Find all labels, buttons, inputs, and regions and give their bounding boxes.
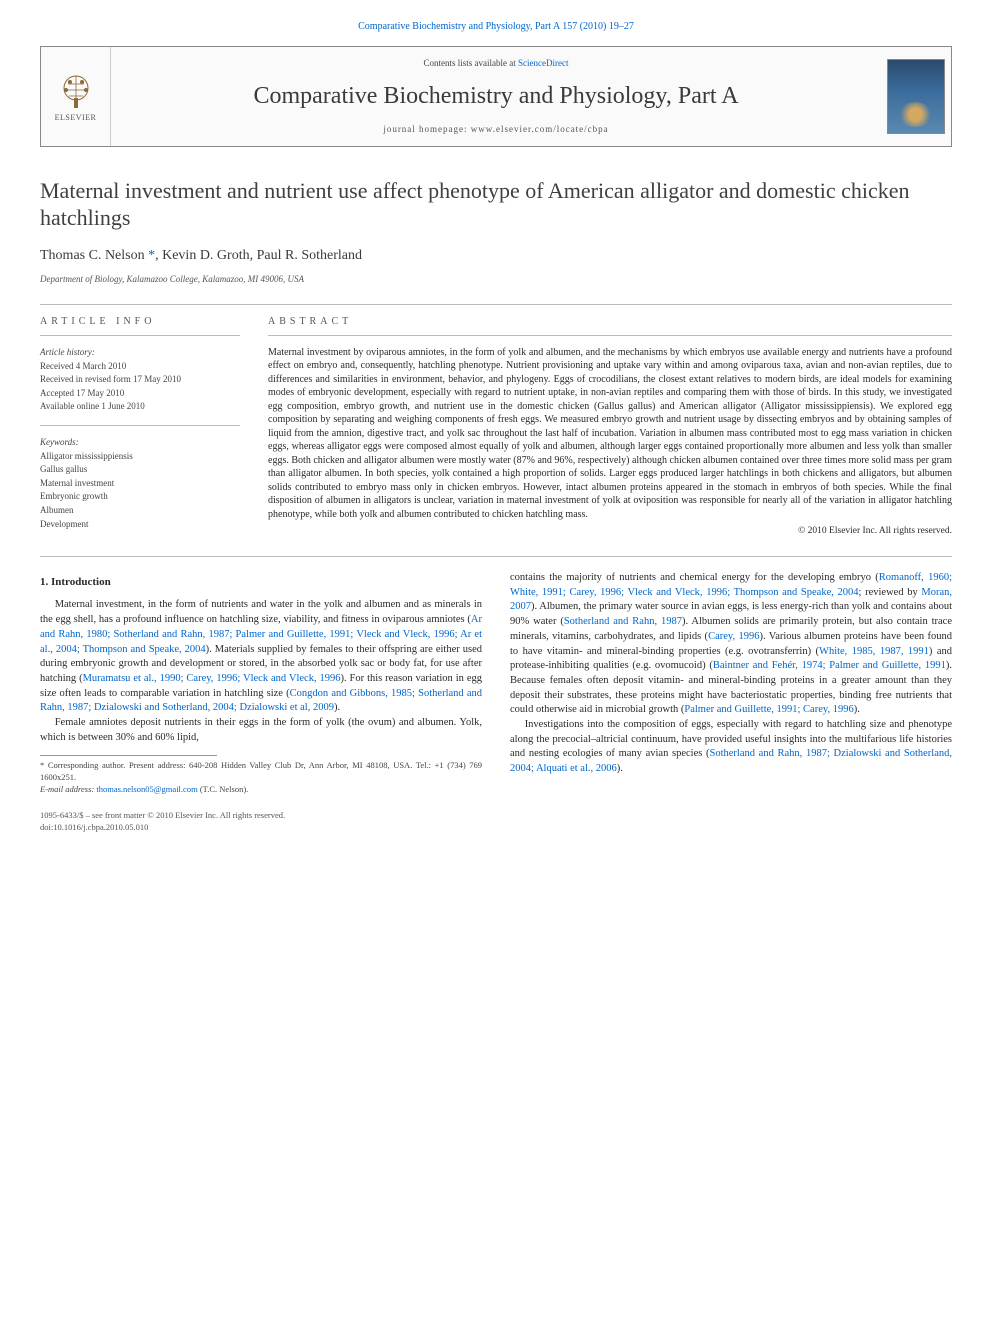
abstract-copyright: © 2010 Elsevier Inc. All rights reserved… (268, 525, 952, 538)
abstract-column: ABSTRACT Maternal investment by oviparou… (268, 315, 952, 542)
body-text: ). (334, 702, 340, 713)
citation-link[interactable]: Sotherland and Rahn, 1987 (564, 616, 682, 627)
section-1-heading: 1. Introduction (40, 575, 482, 590)
citation-link[interactable]: Baintner and Fehér, 1974; Palmer and Gui… (713, 660, 946, 671)
journal-homepage-line: journal homepage: www.elsevier.com/locat… (131, 123, 861, 136)
body-paragraph: Female amniotes deposit nutrients in the… (40, 716, 482, 745)
keyword-item: Embryonic growth (40, 490, 240, 503)
sciencedirect-link[interactable]: ScienceDirect (518, 58, 568, 68)
journal-reference-top: Comparative Biochemistry and Physiology,… (40, 20, 952, 34)
contents-available-line: Contents lists available at ScienceDirec… (131, 57, 861, 70)
body-paragraph: Investigations into the composition of e… (510, 718, 952, 777)
article-info-heading: ARTICLE INFO (40, 315, 240, 329)
history-received: Received 4 March 2010 (40, 360, 240, 373)
body-text: Maternal investment, in the form of nutr… (40, 599, 482, 625)
keyword-item: Maternal investment (40, 477, 240, 490)
footnote-rule (40, 755, 217, 756)
article-history-block: Article history: Received 4 March 2010 R… (40, 346, 240, 413)
citation-link[interactable]: Carey, 1996 (708, 631, 759, 642)
keyword-item: Alligator mississippiensis (40, 450, 240, 463)
article-info-column: ARTICLE INFO Article history: Received 4… (40, 315, 240, 542)
elsevier-tree-icon (56, 70, 96, 110)
author-affiliation: Department of Biology, Kalamazoo College… (40, 273, 952, 286)
email-footnote: E-mail address: thomas.nelson05@gmail.co… (40, 784, 482, 796)
citation-link[interactable]: Muramatsu et al., 1990; Carey, 1996; Vle… (83, 673, 341, 684)
divider-rule (40, 335, 240, 336)
keyword-item: Albumen (40, 504, 240, 517)
homepage-prefix: journal homepage: (383, 124, 470, 134)
body-text: contains the majority of nutrients and c… (510, 572, 879, 583)
history-online: Available online 1 June 2010 (40, 400, 240, 413)
keywords-block: Keywords: Alligator mississippiensis Gal… (40, 436, 240, 530)
doi-line: doi:10.1016/j.cbpa.2010.05.010 (40, 822, 952, 834)
citation-link[interactable]: White, 1985, 1987, 1991 (819, 646, 929, 657)
body-paragraph: Maternal investment, in the form of nutr… (40, 598, 482, 716)
page-footer-meta: 1095-6433/$ – see front matter © 2010 El… (40, 810, 952, 834)
citation-link[interactable]: Palmer and Guillette, 1991; Carey, 1996 (684, 704, 853, 715)
body-paragraph: contains the majority of nutrients and c… (510, 571, 952, 718)
cover-image-icon (887, 59, 945, 134)
history-revised: Received in revised form 17 May 2010 (40, 373, 240, 386)
keyword-item: Development (40, 518, 240, 531)
issn-copyright-line: 1095-6433/$ – see front matter © 2010 El… (40, 810, 952, 822)
author-email-link[interactable]: thomas.nelson05@gmail.com (96, 784, 197, 794)
abstract-text: Maternal investment by oviparous amniote… (268, 346, 952, 522)
journal-header-box: ELSEVIER Contents lists available at Sci… (40, 46, 952, 147)
info-abstract-row: ARTICLE INFO Article history: Received 4… (40, 315, 952, 542)
publisher-name: ELSEVIER (55, 112, 97, 123)
article-title: Maternal investment and nutrient use aff… (40, 177, 952, 232)
journal-title: Comparative Biochemistry and Physiology,… (131, 80, 861, 114)
email-label: E-mail address: (40, 784, 96, 794)
divider-rule (268, 335, 952, 336)
body-two-column: 1. Introduction Maternal investment, in … (40, 571, 952, 796)
contents-prefix: Contents lists available at (424, 58, 518, 68)
body-text: ). (854, 704, 860, 715)
keyword-item: Gallus gallus (40, 463, 240, 476)
body-text: ). (617, 763, 623, 774)
body-text: Female amniotes deposit nutrients in the… (40, 717, 482, 743)
publisher-logo: ELSEVIER (41, 47, 111, 146)
email-suffix: (T.C. Nelson). (198, 784, 249, 794)
body-text: ; reviewed by (859, 587, 922, 598)
section-divider (40, 556, 952, 557)
homepage-url: www.elsevier.com/locate/cbpa (471, 124, 609, 134)
journal-cover-thumbnail (881, 47, 951, 146)
author-list: Thomas C. Nelson *, Kevin D. Groth, Paul… (40, 246, 952, 266)
divider-rule (40, 425, 240, 426)
header-center: Contents lists available at ScienceDirec… (111, 47, 881, 146)
history-label: Article history: (40, 346, 240, 359)
footnote-block: * Corresponding author. Present address:… (40, 755, 482, 796)
divider-rule (40, 304, 952, 305)
abstract-heading: ABSTRACT (268, 315, 952, 329)
keywords-label: Keywords: (40, 436, 240, 449)
corresponding-author-footnote: * Corresponding author. Present address:… (40, 760, 482, 784)
history-accepted: Accepted 17 May 2010 (40, 387, 240, 400)
